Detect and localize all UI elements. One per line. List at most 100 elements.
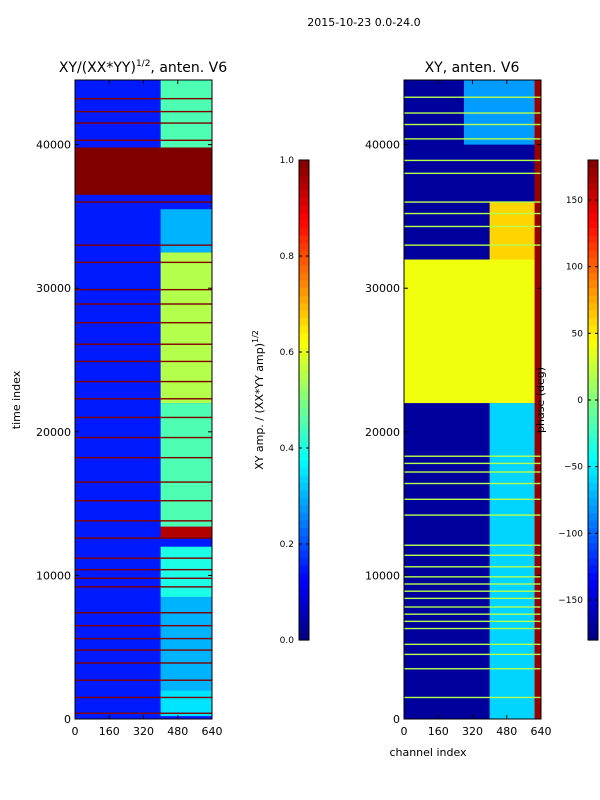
amplitude-colorbar-step bbox=[299, 212, 309, 221]
left-x-tick-label: 0 bbox=[72, 725, 79, 738]
amplitude-colorbar-step bbox=[299, 310, 309, 319]
amplitude-colorbar-tick-label: 1.0 bbox=[280, 156, 295, 166]
left-flagged-row bbox=[75, 696, 212, 699]
amplitude-colorbar-step bbox=[299, 482, 309, 491]
amplitude-colorbar-step bbox=[299, 475, 309, 484]
amplitude-colorbar-step bbox=[299, 377, 309, 386]
amplitude-colorbar-step bbox=[299, 632, 309, 641]
phase-colorbar-ticks: −150 −100 −50 0 50 100 150 bbox=[558, 196, 598, 606]
phase-colorbar-step bbox=[588, 235, 598, 244]
phase-colorbar-tick-label: 100 bbox=[566, 263, 583, 273]
right-heatmap-band bbox=[534, 80, 541, 719]
phase-colorbar-step bbox=[588, 392, 598, 401]
left-flagged-row bbox=[75, 244, 212, 246]
amplitude-colorbar-step bbox=[299, 625, 309, 634]
right-flagged-row bbox=[404, 514, 541, 516]
amplitude-colorbar-step bbox=[299, 287, 309, 296]
right-flagged-row bbox=[404, 606, 541, 608]
right-flagged-row bbox=[404, 123, 541, 126]
amplitude-colorbar-step bbox=[299, 527, 309, 536]
amplitude-colorbar-step bbox=[299, 445, 309, 454]
amplitude-colorbar-step bbox=[299, 535, 309, 544]
left-flagged-row bbox=[75, 586, 212, 588]
amplitude-colorbar-step bbox=[299, 265, 309, 274]
right-x-tick-label: 480 bbox=[496, 725, 517, 738]
right-flagged-row bbox=[404, 201, 541, 203]
left-y-tick-label: 20000 bbox=[36, 426, 71, 439]
left-heatmap-band bbox=[160, 252, 212, 404]
phase-colorbar-step bbox=[588, 520, 598, 529]
amplitude-colorbar-step bbox=[299, 182, 309, 191]
left-y-tick-label: 30000 bbox=[36, 282, 71, 295]
phase-colorbar-step bbox=[588, 332, 598, 341]
phase-colorbar-step bbox=[588, 340, 598, 349]
left-flagged-row bbox=[75, 500, 212, 502]
right-x-tick-label: 640 bbox=[531, 725, 552, 738]
left-flagged-row bbox=[75, 577, 212, 579]
amplitude-colorbar-label: XY amp. / (XX*YY amp)1/2 bbox=[251, 330, 266, 470]
phase-colorbar-tick-label: −100 bbox=[558, 529, 583, 539]
amplitude-colorbar-step bbox=[299, 160, 309, 169]
amplitude-colorbar-step bbox=[299, 332, 309, 341]
phase-colorbar-step bbox=[588, 437, 598, 446]
phase-colorbar-step bbox=[588, 212, 598, 221]
left-flagged-row bbox=[75, 637, 212, 640]
amplitude-colorbar-step bbox=[299, 452, 309, 461]
amplitude-colorbar: 0.0 0.2 0.4 0.6 0.8 1.0 XY amp. / (XX*YY amp)… bbox=[251, 156, 310, 646]
amplitude-colorbar-frame bbox=[298, 159, 310, 641]
amplitude-colorbar-tick-label: 0.4 bbox=[280, 444, 295, 454]
left-flagged-row bbox=[75, 360, 212, 363]
right-flagged-row bbox=[404, 138, 541, 140]
phase-colorbar-step bbox=[588, 347, 598, 356]
amplitude-colorbar-tick-label: 0.0 bbox=[280, 636, 295, 646]
phase-colorbar-step bbox=[588, 407, 598, 416]
amplitude-colorbar-step bbox=[299, 385, 309, 394]
phase-colorbar-step bbox=[588, 467, 598, 476]
phase-colorbar-step bbox=[588, 310, 598, 319]
phase-colorbar-step bbox=[588, 220, 598, 229]
phase-colorbar-step bbox=[588, 370, 598, 379]
phase-colorbar-step bbox=[588, 272, 598, 281]
right-flagged-row bbox=[404, 455, 541, 457]
phase-colorbar-step bbox=[588, 175, 598, 184]
phase-colorbar-step bbox=[588, 482, 598, 491]
amplitude-colorbar-step bbox=[299, 220, 309, 229]
right-axes: 0 160 320 480 640 0 10000 20000 30000 40000 bbox=[365, 80, 552, 738]
phase-colorbar-step bbox=[588, 602, 598, 611]
amplitude-colorbar-step bbox=[299, 407, 309, 416]
left-flagged-row bbox=[75, 679, 212, 681]
left-title-main: XY/(XX*YY) bbox=[59, 60, 136, 76]
amplitude-colorbar-step bbox=[299, 610, 309, 619]
phase-colorbar-step bbox=[588, 617, 598, 626]
right-y-tick-label: 10000 bbox=[365, 569, 400, 582]
phase-colorbar-step bbox=[588, 572, 598, 581]
amplitude-panel: XY/(XX*YY)1/2, anten. V6 0 160 320 480 640 0 1… bbox=[10, 59, 227, 738]
left-axes: 0 160 320 480 640 0 10000 20000 30000 40000 bbox=[36, 80, 223, 738]
amplitude-colorbar-step bbox=[299, 497, 309, 506]
phase-colorbar-step bbox=[588, 460, 598, 469]
phase-colorbar-tick-label: −50 bbox=[564, 463, 583, 473]
amplitude-colorbar-step bbox=[299, 550, 309, 559]
phase-colorbar-tick-label: 50 bbox=[572, 329, 584, 339]
right-flagged-row bbox=[404, 620, 541, 623]
phase-colorbar-step bbox=[588, 280, 598, 289]
phase-colorbar-tick-label: −150 bbox=[558, 596, 583, 606]
phase-colorbar-step bbox=[588, 565, 598, 574]
phase-colorbar-step bbox=[588, 197, 598, 206]
left-flagged-row bbox=[75, 343, 212, 345]
left-flagged-row bbox=[75, 398, 212, 400]
amplitude-colorbar-step bbox=[299, 572, 309, 581]
phase-colorbar-step bbox=[588, 242, 598, 251]
phase-colorbar-step bbox=[588, 632, 598, 641]
amplitude-colorbar-step bbox=[299, 190, 309, 199]
phase-colorbar-step bbox=[588, 580, 598, 589]
phase-colorbar-step bbox=[588, 325, 598, 334]
amplitude-colorbar-step bbox=[299, 587, 309, 596]
phase-colorbar-step bbox=[588, 430, 598, 439]
phase-colorbar-step bbox=[588, 497, 598, 506]
amplitude-colorbar-step bbox=[299, 362, 309, 371]
left-heatmap-band bbox=[160, 403, 212, 527]
right-flagged-row bbox=[404, 471, 541, 473]
right-flagged-row bbox=[404, 96, 541, 98]
